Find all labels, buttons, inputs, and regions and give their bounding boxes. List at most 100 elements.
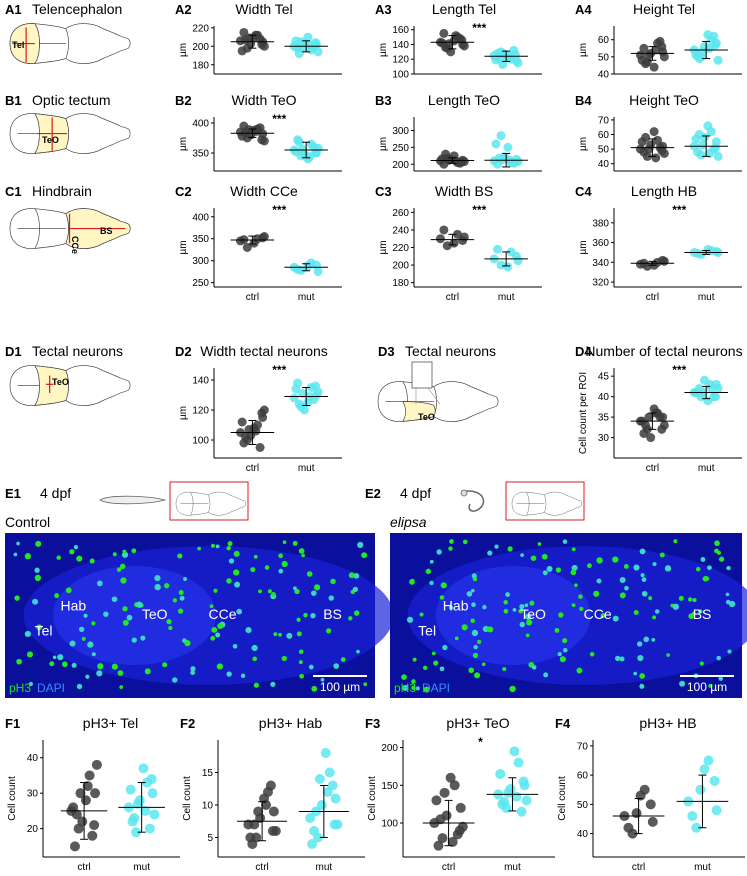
nucleus xyxy=(562,539,568,544)
region-label-hab: Hab xyxy=(443,598,469,614)
chart-title: Width BS xyxy=(435,183,493,199)
y-tick-label: 400 xyxy=(192,119,209,130)
nucleus xyxy=(267,589,272,594)
y-tick-label: 160 xyxy=(392,25,409,36)
nucleus xyxy=(273,632,278,637)
panel-label: C2 xyxy=(175,184,192,199)
data-point-mut xyxy=(293,264,303,274)
nucleus xyxy=(216,663,224,670)
data-point-mut xyxy=(495,768,506,779)
nucleus xyxy=(71,662,77,668)
nucleus xyxy=(716,655,721,661)
data-point-ctrl xyxy=(659,256,669,266)
nucleus xyxy=(103,611,109,617)
data-point-ctrl xyxy=(259,232,269,242)
x-tick-label: mut xyxy=(504,862,521,873)
nucleus xyxy=(296,617,301,622)
data-point-ctrl xyxy=(82,781,93,792)
data-point-mut xyxy=(307,839,318,849)
nucleus xyxy=(462,539,468,545)
nucleus xyxy=(178,589,184,596)
nucleus xyxy=(264,565,270,570)
nucleus xyxy=(73,545,79,550)
nucleus xyxy=(471,573,477,579)
nucleus xyxy=(270,681,276,687)
data-point-mut xyxy=(299,405,309,415)
data-point-ctrl xyxy=(455,802,466,813)
data-point-ctrl xyxy=(447,836,458,847)
data-point-ctrl xyxy=(651,153,661,163)
significance-marker: *** xyxy=(672,363,686,377)
nucleus xyxy=(356,649,360,654)
data-point-mut xyxy=(713,151,723,161)
nucleus xyxy=(252,656,258,662)
data-point-mut xyxy=(711,805,722,816)
y-tick-label: 100 xyxy=(392,70,409,81)
data-point-ctrl xyxy=(91,759,102,770)
nucleus xyxy=(168,625,173,631)
nucleus xyxy=(673,539,678,544)
data-point-mut xyxy=(289,393,299,403)
nucleus xyxy=(672,603,679,610)
panel-title: Hindbrain xyxy=(32,183,92,199)
nucleus xyxy=(122,606,128,612)
y-tick-label: 320 xyxy=(592,278,609,289)
data-point-ctrl xyxy=(255,443,265,452)
chart-f3: F3 pH3+ TeO 100 150 200 Cell count ctrl mut * xyxy=(365,715,555,873)
nucleus xyxy=(507,546,513,552)
data-point-ctrl xyxy=(87,830,98,841)
nucleus xyxy=(641,577,647,583)
nucleus xyxy=(14,595,20,601)
nucleus xyxy=(612,615,619,622)
nucleus xyxy=(76,555,83,562)
data-point-ctrl xyxy=(644,50,654,60)
data-point-ctrl xyxy=(639,43,649,53)
nucleus xyxy=(32,598,39,605)
data-point-ctrl xyxy=(241,432,251,442)
data-point-mut xyxy=(511,50,521,60)
nucleus xyxy=(411,685,416,691)
data-point-mut xyxy=(503,142,513,152)
data-point-mut xyxy=(330,793,341,804)
nucleus xyxy=(520,553,525,558)
nucleus xyxy=(509,685,516,693)
data-point-ctrl xyxy=(257,408,267,418)
y-tick-label: 70 xyxy=(577,741,589,752)
nucleus xyxy=(600,613,606,619)
nucleus xyxy=(571,547,576,552)
nucleus xyxy=(119,563,126,570)
nucleus xyxy=(330,578,336,585)
nucleus xyxy=(482,604,487,610)
nucleus xyxy=(439,666,445,672)
nucleus xyxy=(111,663,118,670)
region-label-cce: CCe xyxy=(70,236,80,254)
curled-larva-icon xyxy=(460,489,485,512)
data-point-mut xyxy=(521,795,532,806)
y-axis-label: Cell count xyxy=(7,776,18,821)
x-tick-label: mut xyxy=(298,463,315,474)
panel-title: Tectal neurons xyxy=(32,343,123,359)
nucleus xyxy=(531,665,537,670)
nucleus xyxy=(429,580,434,586)
y-tick-label: 40 xyxy=(598,159,610,170)
y-tick-label: 60 xyxy=(577,771,589,782)
nucleus xyxy=(228,558,235,564)
nucleus xyxy=(639,548,646,555)
data-point-mut xyxy=(709,775,720,786)
data-point-ctrl xyxy=(649,127,659,137)
data-point-mut xyxy=(311,381,321,391)
data-point-ctrl xyxy=(641,59,651,69)
nucleus xyxy=(54,593,60,599)
data-point-ctrl xyxy=(249,238,259,248)
nucleus xyxy=(648,596,653,601)
significance-marker: *** xyxy=(472,21,486,35)
nucleus xyxy=(637,654,644,662)
nucleus xyxy=(537,542,542,546)
nucleus xyxy=(69,640,76,647)
data-point-mut xyxy=(694,54,704,64)
nucleus xyxy=(117,670,124,676)
data-point-ctrl xyxy=(444,39,454,49)
nucleus xyxy=(57,654,64,661)
data-point-ctrl xyxy=(435,234,445,244)
nucleus xyxy=(78,626,85,632)
